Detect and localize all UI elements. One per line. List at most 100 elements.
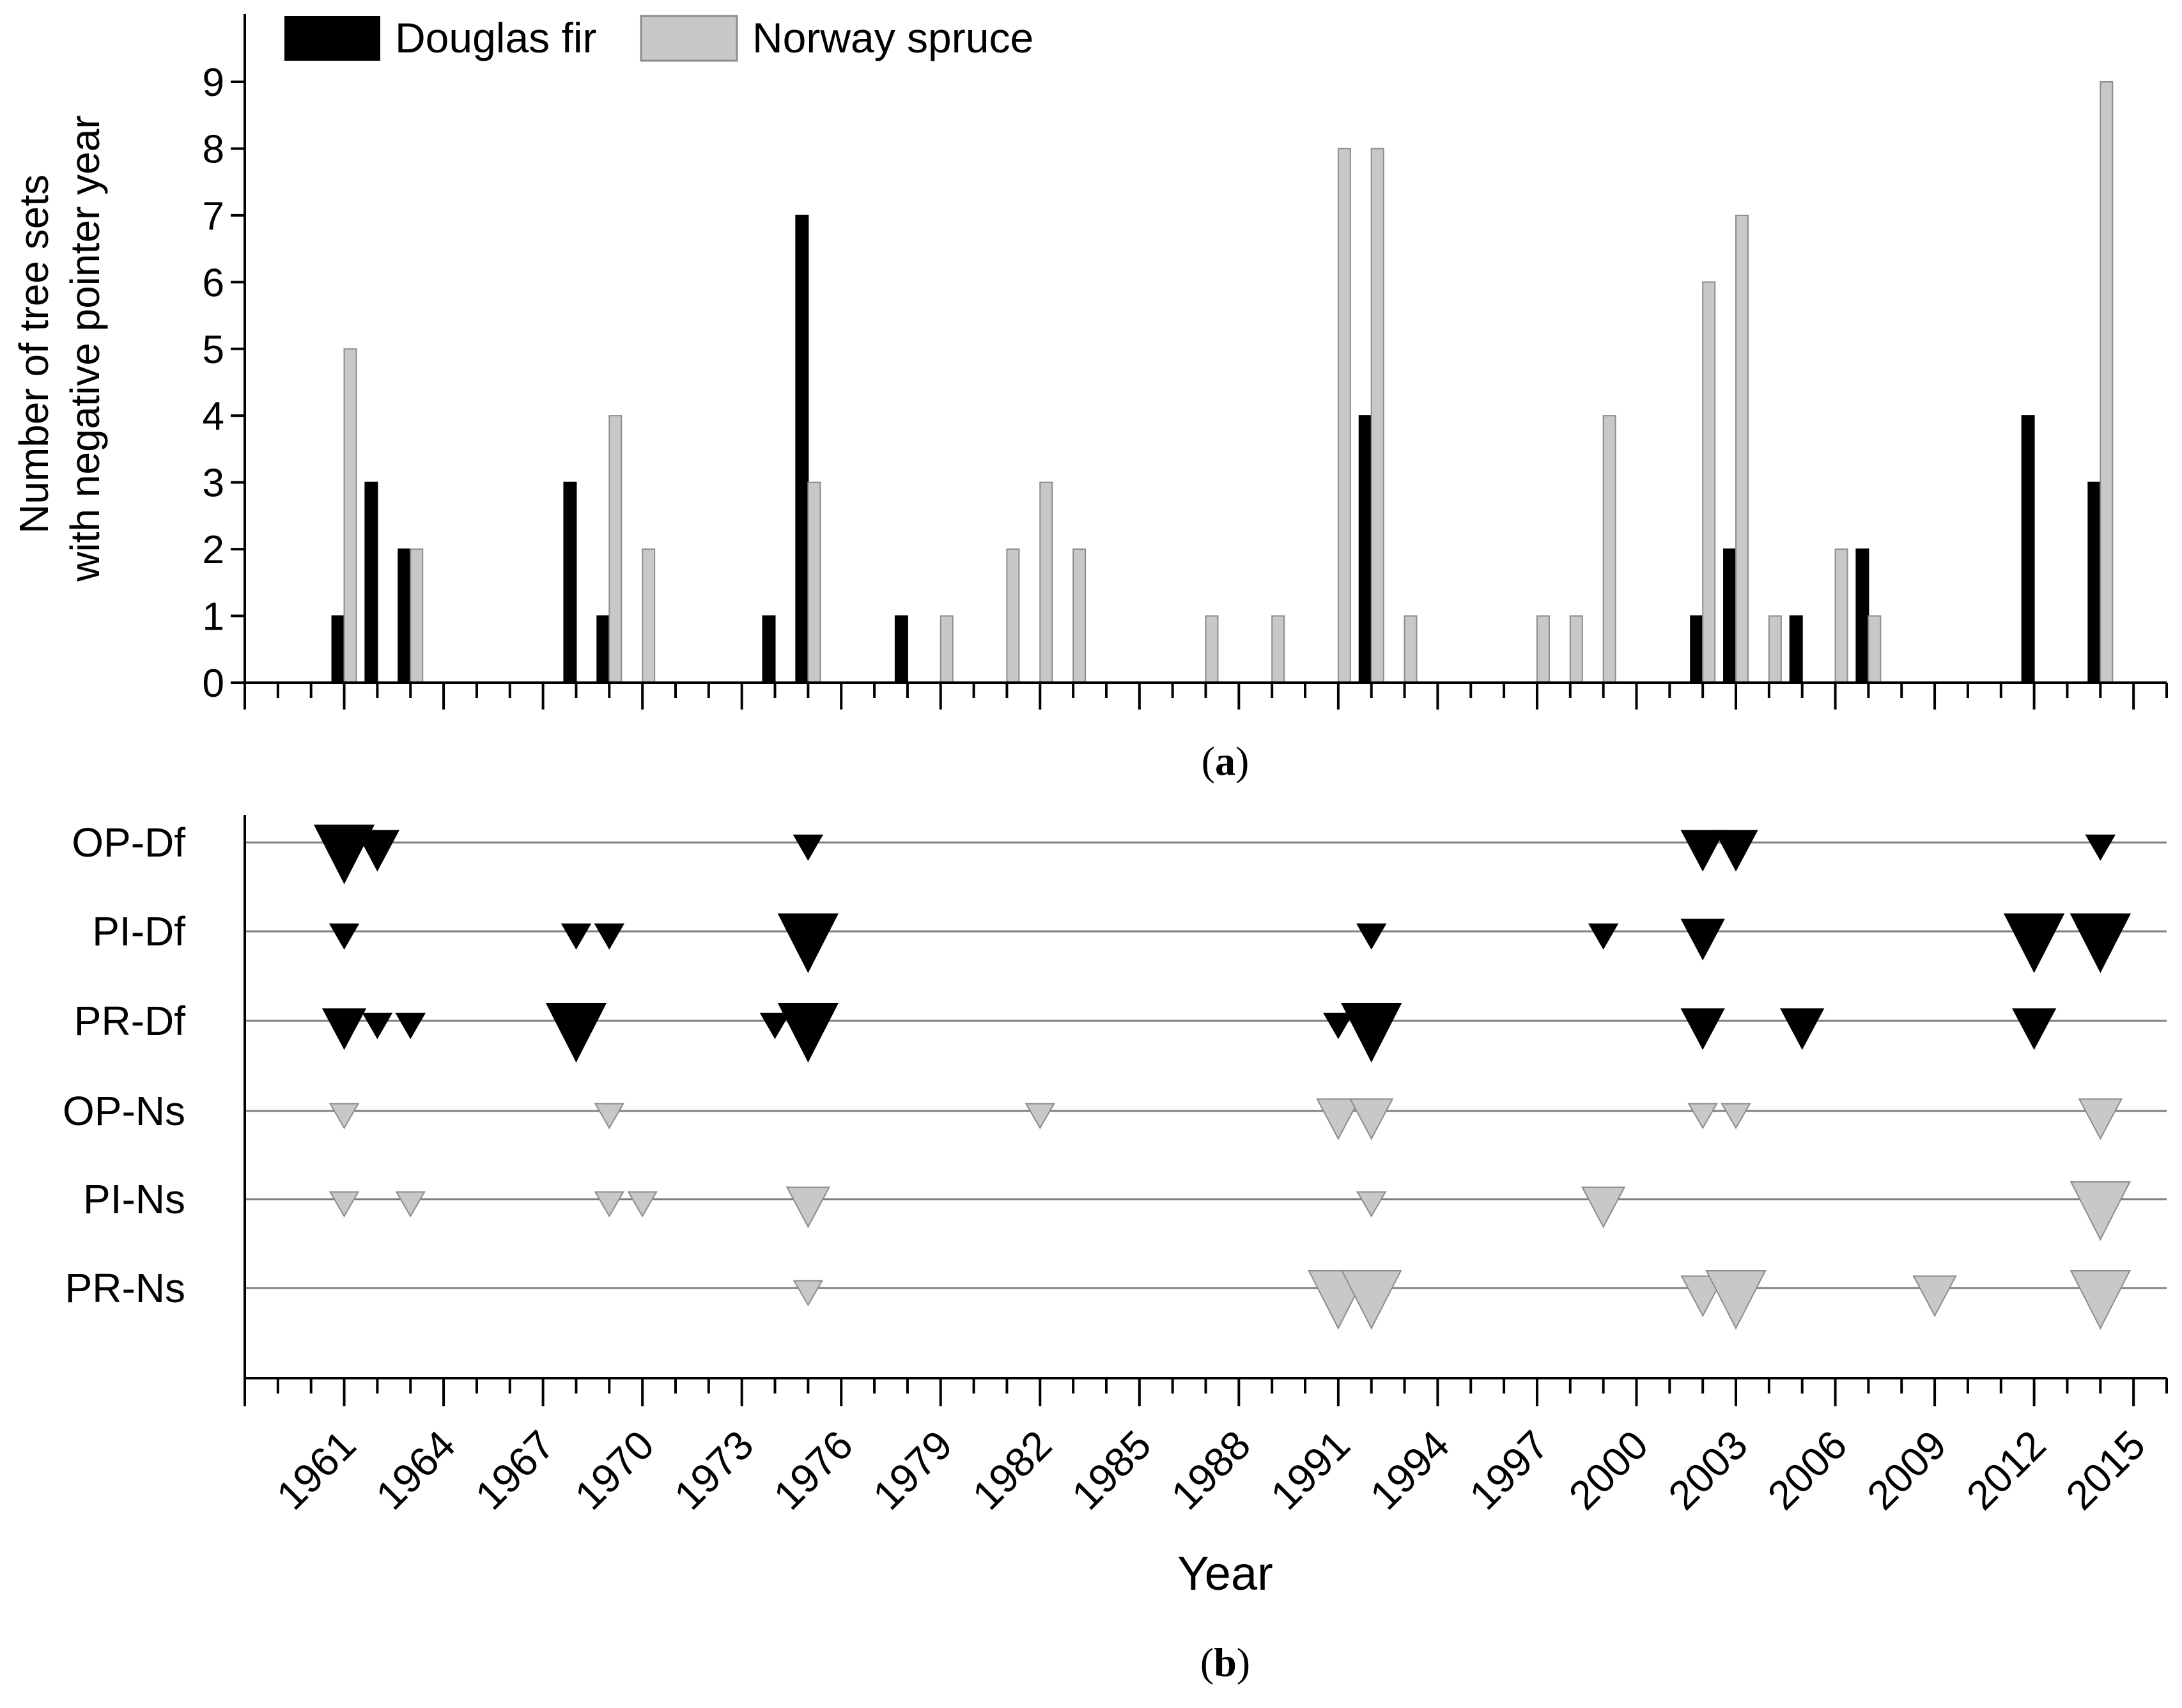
x-tick-label: 1961 (268, 1422, 365, 1519)
triangle-marker-pr-df-1968 (545, 1003, 607, 1063)
y-tick-label: 9 (203, 61, 224, 105)
triangle-marker-pi-df-2002 (1680, 919, 1725, 961)
triangle-marker-pr-df-1961 (321, 1008, 367, 1050)
triangle-marker-pr-df-2002 (1680, 1008, 1725, 1050)
triangle-marker-op-ns-2014 (2078, 1098, 2123, 1140)
bar-douglas-fir-1978 (894, 615, 908, 683)
bar-norway-spruce-1998 (1569, 615, 1583, 683)
triangle-marker-pr-ns-2014 (2070, 1270, 2131, 1330)
bar-norway-spruce-1982 (1039, 481, 1053, 684)
x-tick-label: 1982 (964, 1422, 1061, 1519)
panel-a-caption-open: ( (1202, 738, 1215, 784)
triangle-marker-pr-df-2005 (1780, 1008, 1825, 1050)
triangle-marker-pi-ns-1992 (1356, 1191, 1387, 1218)
x-tick-label: 2012 (1958, 1422, 2055, 1519)
bar-norway-spruce-1999 (1602, 415, 1616, 683)
bar-norway-spruce-1981 (1006, 548, 1020, 683)
panel-a-caption-letter: a (1215, 738, 1235, 784)
row-label-pi-ns: PI-Ns (83, 1176, 185, 1222)
triangle-marker-pi-ns-1969 (594, 1191, 625, 1218)
triangle-marker-pr-ns-2003 (1705, 1270, 1767, 1330)
panel-b-caption-close: ) (1237, 1640, 1250, 1685)
triangle-marker-pi-ns-1975 (785, 1186, 831, 1229)
triangle-marker-op-ns-2002 (1687, 1103, 1718, 1130)
y-ticks-group: 0 1 2 3 4 5 6 7 8 9 (203, 61, 245, 706)
bar-douglas-fir-2003 (1723, 548, 1737, 683)
triangle-marker-op-df-1975 (793, 834, 824, 861)
triangle-marker-pi-ns-1961 (329, 1191, 360, 1218)
bar-norway-spruce-1997 (1536, 615, 1550, 683)
bar-norway-spruce-1993 (1404, 615, 1418, 683)
y-tick-label: 5 (203, 328, 224, 372)
bar-norway-spruce-1970 (642, 548, 656, 683)
bar-norway-spruce-1992 (1370, 148, 1384, 683)
x-tick-labels-group: 1961 1964 1967 1970 1973 1976 1979 1982 1985 1988… (268, 1422, 2154, 1519)
triangle-marker-pi-df-1999 (1588, 923, 1619, 950)
y-tick-label: 4 (203, 394, 224, 439)
x-axis-title: Year (1177, 1547, 1273, 1600)
bar-norway-spruce-1961 (343, 348, 357, 683)
bar-douglas-fir-2002 (1690, 615, 1704, 683)
bars-group (331, 81, 2114, 684)
y-tick-label: 6 (203, 261, 224, 305)
x-tick-label: 1967 (467, 1422, 564, 1519)
y-tick-label: 2 (203, 528, 224, 572)
triangle-marker-op-df-1962 (355, 830, 400, 872)
x-tick-label: 2000 (1560, 1422, 1657, 1519)
bar-douglas-fir-1975 (795, 214, 809, 683)
y-tick-label: 7 (203, 194, 224, 238)
y-axis-title-line1: Number of tree sets (11, 175, 57, 534)
bar-douglas-fir-2005 (1789, 615, 1803, 683)
triangle-marker-pi-df-2012 (2003, 913, 2065, 974)
triangle-marker-pi-df-2014 (2070, 913, 2131, 974)
bar-norway-spruce-1987 (1205, 615, 1219, 683)
triangle-marker-pi-df-1992 (1356, 923, 1387, 950)
y-axis-title-line2: with negative pointer year (62, 115, 108, 582)
bar-norway-spruce-1963 (410, 548, 424, 683)
panel-b-caption-letter: b (1214, 1640, 1237, 1685)
legend-label-norway-spruce: Norway spruce (752, 14, 1033, 61)
y-axis-title: Number of tree sets with negative pointe… (11, 115, 108, 582)
x-ticks-group (244, 1378, 2168, 1406)
x-tick-label: 1970 (566, 1422, 663, 1519)
triangle-marker-op-df-1961 (313, 825, 375, 885)
bar-douglas-fir-1962 (364, 481, 378, 684)
y-tick-label: 8 (203, 127, 224, 171)
bar-norway-spruce-1989 (1271, 615, 1285, 683)
triangle-marker-pi-df-1969 (594, 923, 625, 950)
triangle-marker-pi-ns-2014 (2070, 1181, 2131, 1241)
bar-douglas-fir-1961 (331, 615, 345, 683)
legend: Douglas fir Norway spruce (284, 14, 1033, 62)
row-labels-group: OP-Df PI-Df PR-Df OP-Ns PI-Ns PR-Ns (63, 819, 185, 1311)
bar-norway-spruce-1983 (1072, 548, 1087, 683)
x-tick-label: 2015 (2057, 1422, 2154, 1519)
triangle-marker-op-ns-1991 (1316, 1098, 1361, 1140)
bar-douglas-fir-1969 (596, 615, 610, 683)
triangle-marker-op-ns-2003 (1721, 1103, 1751, 1130)
panel-a-bar-chart: 0 1 2 3 4 5 6 7 8 9 Number of tree sets with nega… (11, 14, 2168, 784)
triangle-marker-pr-df-2012 (2011, 1008, 2057, 1050)
bar-norway-spruce-2004 (1768, 615, 1782, 683)
triangle-marker-pr-df-1962 (362, 1013, 393, 1039)
y-tick-label: 0 (203, 662, 224, 706)
bar-norway-spruce-1991 (1337, 148, 1351, 683)
bar-norway-spruce-1975 (807, 481, 821, 684)
x-tick-label: 1988 (1163, 1422, 1260, 1519)
triangle-marker-pi-df-1975 (777, 913, 839, 974)
legend-swatch-douglas-fir (284, 16, 380, 61)
x-tick-label: 1973 (665, 1422, 762, 1519)
bar-douglas-fir-2014 (2087, 481, 2101, 684)
x-tick-label: 1997 (1460, 1422, 1558, 1519)
bar-norway-spruce-2007 (1868, 615, 1882, 683)
y-tick-label: 1 (203, 595, 224, 639)
bar-douglas-fir-1992 (1358, 415, 1372, 683)
x-tick-label: 1991 (1262, 1422, 1359, 1519)
triangle-marker-pr-ns-2009 (1912, 1275, 1957, 1317)
bar-norway-spruce-2002 (1702, 281, 1716, 684)
row-lines-group (245, 841, 2167, 1289)
triangle-marker-pi-df-1961 (329, 923, 360, 950)
triangle-marker-pr-df-1974 (759, 1013, 791, 1039)
bar-norway-spruce-2006 (1834, 548, 1848, 683)
bar-douglas-fir-2012 (2021, 415, 2035, 683)
